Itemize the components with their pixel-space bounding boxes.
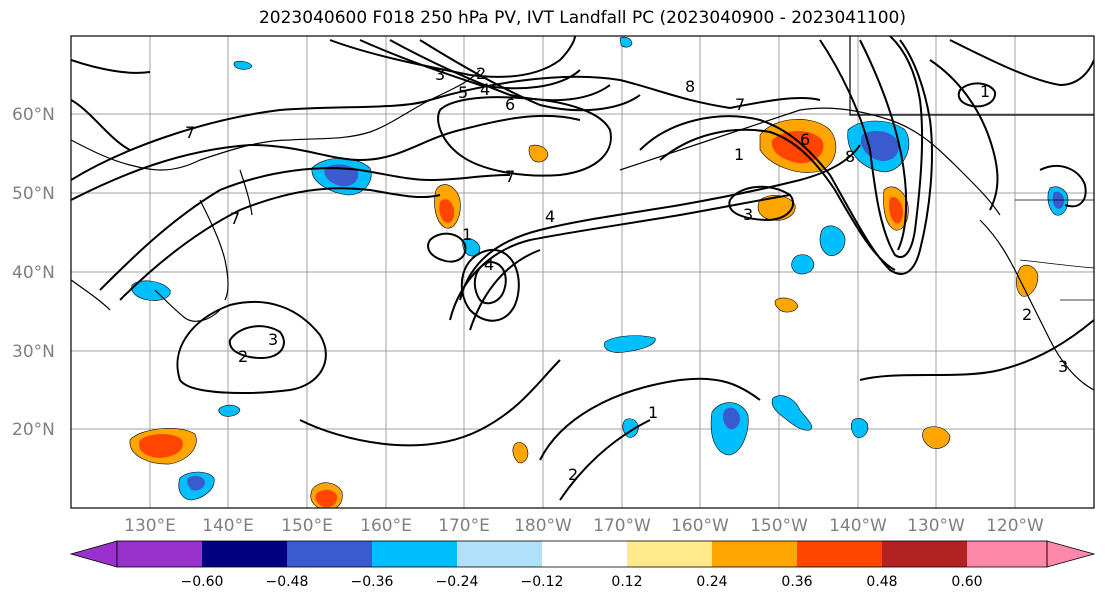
contour-label: 5 — [458, 83, 468, 102]
colorbar-extend-high — [1046, 540, 1096, 568]
map-title: 2023040600 F018 250 hPa PV, IVT Landfall… — [258, 8, 906, 28]
lon-label: 120°W — [986, 516, 1044, 536]
lon-label: 130°E — [124, 516, 176, 536]
contour-label: 1 — [980, 82, 990, 101]
longitude-labels: 130°E 140°E 150°E 160°E 170°E 180°W 170°… — [124, 516, 1044, 536]
colorbar-segment — [542, 541, 627, 567]
contour-label: 6 — [505, 95, 515, 114]
colorbar-segment — [627, 541, 712, 567]
lon-label: 170°W — [593, 516, 651, 536]
colorbar-tick: −0.48 — [266, 574, 309, 590]
lat-label: 20°N — [12, 420, 55, 440]
lon-label: 150°W — [750, 516, 808, 536]
lon-label: 160°W — [671, 516, 729, 536]
contour-label: 4 — [484, 255, 494, 274]
contour-label: 1 — [734, 145, 744, 164]
colorbar-segment — [797, 541, 882, 567]
map-frame — [70, 35, 1095, 509]
contour-label: 4 — [480, 80, 490, 99]
colorbar-segment — [202, 541, 287, 567]
colorbar-tick: 0.60 — [951, 574, 982, 590]
colorbar-segment — [712, 541, 797, 567]
lat-label: 50°N — [12, 184, 55, 204]
contour-label: 1 — [462, 225, 472, 244]
contour-label: 7 — [185, 123, 195, 142]
lon-label: 130°W — [907, 516, 965, 536]
contour-label: 6 — [800, 130, 810, 149]
lat-label: 40°N — [12, 263, 55, 283]
contour-label: 8 — [685, 77, 695, 96]
lon-label: 170°E — [438, 516, 490, 536]
latitude-labels: 60°N 50°N 40°N 30°N 20°N — [12, 105, 55, 440]
lon-label: 140°E — [202, 516, 254, 536]
contour-label: 2 — [238, 347, 248, 366]
contour-labels: 7 3 2 4 5 6 7 7 7 6 8 1 1 4 4 3 2 3 1 2 … — [185, 64, 1068, 484]
contour-label: 8 — [845, 147, 855, 166]
colorbar-segment — [372, 541, 457, 567]
lat-label: 30°N — [12, 342, 55, 362]
colorbar-tick: 0.12 — [611, 574, 642, 590]
pv-contours — [71, 36, 1094, 501]
colorbar-extend-low — [69, 540, 118, 568]
colorbar-segment — [882, 541, 967, 567]
colorbar-segment — [967, 541, 1047, 567]
colorbar-tick: −0.12 — [521, 574, 564, 590]
contour-label: 2 — [476, 64, 486, 83]
colorbar-tick: −0.36 — [351, 574, 394, 590]
lon-label: 140°W — [829, 516, 887, 536]
colorbar-tick: 0.24 — [696, 574, 727, 590]
contour-label: 2 — [1022, 305, 1032, 324]
colorbar-tick: −0.24 — [436, 574, 479, 590]
contour-label: 3 — [1058, 357, 1068, 376]
colorbar-tick: 0.48 — [866, 574, 897, 590]
colorbar: −0.60 −0.48 −0.36 −0.24 −0.12 0.12 0.24 … — [69, 540, 1096, 590]
lon-label: 150°E — [281, 516, 333, 536]
contour-label: 7 — [230, 209, 240, 228]
coastlines — [71, 36, 1094, 391]
contour-label: 7 — [505, 167, 515, 186]
contour-label: 4 — [545, 207, 555, 226]
colorbar-segment — [287, 541, 372, 567]
lat-label: 60°N — [12, 105, 55, 125]
contour-label: 3 — [743, 205, 753, 224]
lon-label: 160°E — [360, 516, 412, 536]
colorbar-segment — [117, 541, 202, 567]
contour-label: 1 — [648, 403, 658, 422]
lon-label: 180°W — [514, 516, 572, 536]
contour-label: 3 — [435, 65, 445, 84]
colorbar-tick: −0.60 — [181, 574, 224, 590]
colorbar-tick: 0.36 — [781, 574, 812, 590]
colorbar-segment — [457, 541, 542, 567]
contour-label: 3 — [268, 330, 278, 349]
contour-label: 7 — [735, 95, 745, 114]
contour-label: 2 — [568, 465, 578, 484]
